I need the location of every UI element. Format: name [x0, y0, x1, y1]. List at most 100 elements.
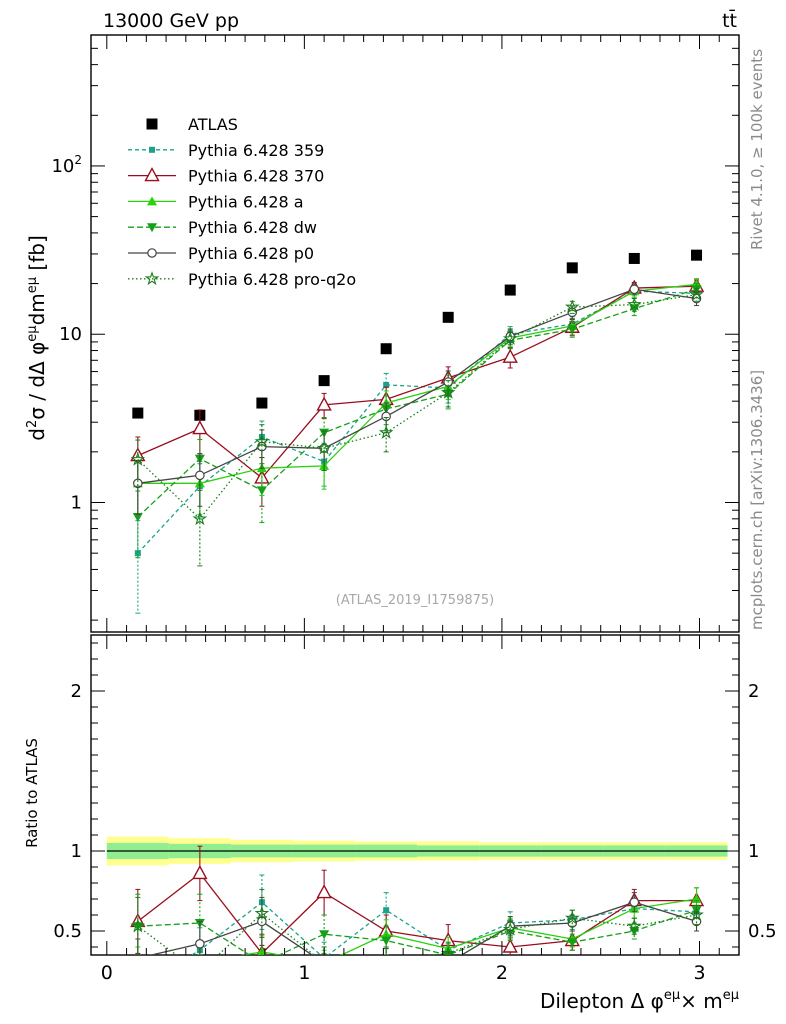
data-point: [380, 343, 392, 355]
legend-label: Pythia 6.428 dw: [188, 218, 317, 237]
data-point: [318, 957, 329, 968]
legend-entry: Pythia 6.428 pro-q2o: [128, 270, 356, 289]
legend-marker: [147, 196, 157, 206]
x-tick-label: 2: [496, 962, 508, 984]
legend-entry: Pythia 6.428 p0: [128, 244, 314, 263]
data-point: [319, 958, 329, 967]
data-point: [257, 959, 267, 968]
x-tick-label: 1: [298, 962, 310, 984]
legend-entry: Pythia 6.428 a: [128, 192, 304, 211]
series-line: [240, 898, 697, 955]
series-pq2o-main: [130, 286, 704, 567]
data-point: [502, 348, 518, 363]
data-point: [504, 284, 516, 296]
data-point: [442, 311, 454, 323]
data-point: [192, 420, 208, 435]
legend-entry: Pythia 6.428 370: [128, 167, 324, 186]
legend-label: Pythia 6.428 p0: [188, 244, 314, 263]
data-point: [689, 907, 704, 922]
y-tick-label: 102: [51, 153, 82, 177]
process-label: tt̄: [722, 8, 737, 32]
data-point: [440, 945, 456, 955]
data-point: [135, 984, 141, 990]
data-point: [378, 425, 394, 439]
data-point: [130, 451, 146, 466]
data-point: [567, 325, 578, 335]
data-point: [502, 330, 518, 345]
data-point: [502, 938, 518, 953]
x-axis-title: Dilepton Δ φeμ× meμ: [540, 988, 739, 1013]
legend: ATLAS Pythia 6.428 359 Pythia 6.428 370 Pyt…: [128, 115, 356, 289]
data-point: [192, 864, 208, 880]
data-point: [381, 929, 392, 939]
data-point: [383, 907, 390, 914]
data-point: [132, 513, 143, 523]
series-p359-ratio: [135, 874, 700, 990]
series-pp0-main: [133, 283, 702, 515]
data-point: [567, 938, 578, 948]
data-point: [192, 511, 208, 526]
data-point: [629, 284, 640, 295]
main-panel-frame: [90, 34, 740, 633]
data-point: [316, 396, 332, 411]
y-tick-label: 10: [59, 324, 82, 345]
legend-marker: [146, 118, 158, 130]
x-tick-label: 0: [101, 962, 113, 984]
legend-marker: [144, 271, 160, 286]
data-point: [195, 470, 205, 481]
data-point: [134, 550, 141, 557]
data-point: [565, 299, 580, 314]
y-axis-title-main: d2σ / dΔ φeμdmeμ [fb]: [25, 235, 49, 441]
legend-entry: ATLAS: [146, 115, 238, 134]
data-point: [444, 959, 452, 967]
x-tick-label: 3: [693, 962, 705, 984]
data-point: [626, 918, 642, 933]
data-point: [254, 433, 270, 448]
data-point: [319, 930, 330, 940]
series-line: [137, 285, 697, 479]
data-point: [627, 296, 642, 311]
data-point: [381, 411, 391, 422]
y-axis-title-ratio: Ratio to ATLAS: [23, 738, 41, 848]
ratio-y-tick-label-right: 0.5: [748, 921, 777, 942]
series-line: [190, 901, 697, 955]
data-point: [381, 936, 392, 946]
overlay-layer: 1 10 102 0 1 2 3 0.5 0.5 1 1 2 2 ATLAS Pythia 6.428 35…: [51, 34, 777, 984]
series-line: [137, 288, 697, 518]
rivet-label: Rivet 4.1.0, ≥ 100k events: [748, 49, 766, 250]
data-point: [502, 921, 518, 936]
data-point: [564, 910, 580, 925]
ratio-band: [106, 836, 728, 866]
data-point: [318, 375, 330, 387]
ratio-y-tick-label: 1: [71, 841, 82, 862]
series-line: [137, 872, 697, 955]
series-pdw-main: [132, 283, 702, 559]
data-point: [440, 384, 456, 399]
series-p359-main: [134, 285, 700, 614]
ratio-y-tick-label: 2: [71, 681, 82, 702]
data-point: [133, 958, 143, 967]
legend-label: Pythia 6.428 pro-q2o: [188, 270, 356, 289]
data-point: [133, 478, 143, 489]
main-panel: [90, 34, 740, 633]
data-point: [320, 959, 328, 967]
ratio-panel: [90, 634, 740, 990]
analysis-label: (ATLAS_2019_I1759875): [336, 593, 494, 608]
series-line: [137, 912, 697, 955]
legend-marker: [144, 167, 160, 182]
data-point: [256, 397, 268, 409]
legend-label: Pythia 6.428 370: [188, 167, 324, 186]
series-line: [137, 293, 697, 520]
y-tick-label: 1: [71, 493, 82, 514]
data-point: [383, 381, 390, 388]
data-point: [382, 957, 390, 965]
data-point: [628, 252, 640, 264]
series-pq2o-ratio: [130, 888, 704, 978]
data-point: [321, 955, 327, 961]
series-line: [137, 290, 697, 554]
svg-text:d2σ / dΔ φeμdmeμ [fb]: d2σ / dΔ φeμdmeμ [fb]: [25, 235, 49, 441]
series-pa-ratio: [133, 887, 702, 967]
series-line: [137, 283, 697, 484]
data-point: [194, 967, 206, 978]
data-point: [132, 407, 144, 419]
